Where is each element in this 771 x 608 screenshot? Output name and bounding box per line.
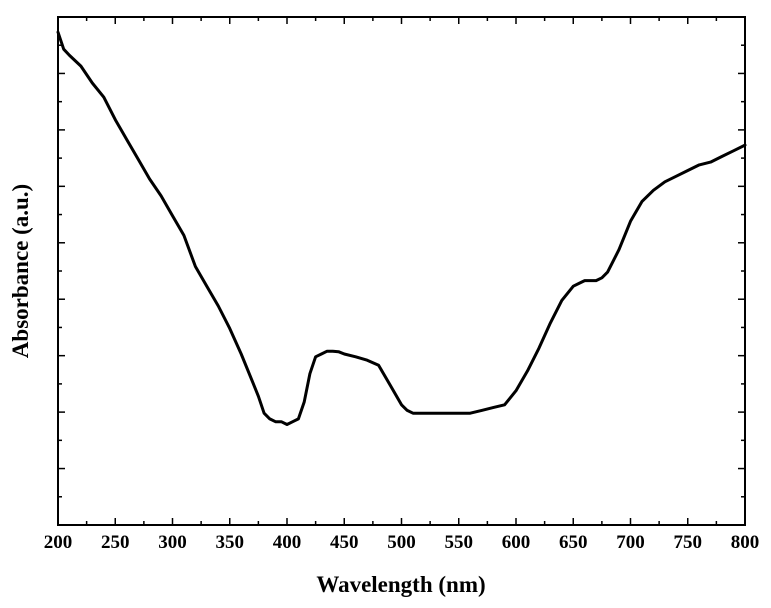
x-tick-label: 450 [330,532,359,553]
x-tick-label: 250 [101,532,130,553]
x-tick-label: 300 [158,532,187,553]
x-tick-label: 200 [44,532,73,553]
x-tick-label: 350 [216,532,245,553]
y-axis-title: Absorbance (a.u.) [8,184,33,358]
x-tick-labels: 200 250 300 350 400 450 500 550 600 650 700 750 800 [44,532,760,553]
series-line [56,30,747,426]
x-tick-label: 500 [387,532,416,553]
plot-frame [57,16,746,526]
x-tick-label: 800 [731,532,760,553]
x-tick-label: 650 [559,532,588,553]
x-tick-label: 550 [445,532,474,553]
x-tick-label: 600 [502,532,531,553]
x-tick-label: 400 [273,532,302,553]
x-tick-label: 700 [616,532,645,553]
x-axis-title: Wavelength (nm) [316,572,485,597]
x-tick-label: 750 [674,532,703,553]
axis-ticks [57,16,746,526]
